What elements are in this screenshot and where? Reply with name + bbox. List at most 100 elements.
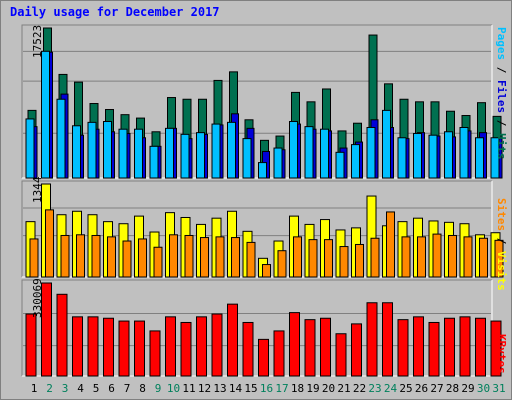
legend-sites: Sites <box>495 198 508 232</box>
pages-bar-6 <box>103 121 112 179</box>
sites-bar-23 <box>370 237 380 278</box>
pages-bar-27 <box>428 134 438 179</box>
sites-bar-16 <box>262 264 271 278</box>
day-label-7: 7 <box>124 382 131 395</box>
kbytes-bar-15 <box>242 321 254 377</box>
pages-bar-31 <box>490 137 500 179</box>
pages-bar-3 <box>56 98 66 179</box>
sites-bar-15 <box>246 241 256 278</box>
day-label-22: 22 <box>353 382 366 395</box>
sites-bar-20 <box>324 239 333 278</box>
kbytes-bar-18 <box>289 312 300 377</box>
pages-bar-30 <box>475 137 484 179</box>
pages-bar-7 <box>118 128 128 179</box>
pages-bar-17 <box>273 147 283 179</box>
kbytes-bar-31 <box>490 320 502 377</box>
sites-bar-8 <box>138 238 147 278</box>
kbytes-bar-9 <box>149 330 161 377</box>
ymax-label-middle: 1344 <box>31 176 44 204</box>
sites-bar-10 <box>169 234 178 278</box>
day-label-6: 6 <box>108 382 115 395</box>
kbytes-bar-30 <box>475 317 486 377</box>
kbytes-bar-19 <box>304 319 316 377</box>
pages-bar-23 <box>366 126 376 179</box>
kbytes-bar-29 <box>459 316 471 377</box>
ymax-label-top: 17523 <box>31 24 44 58</box>
sites-bar-13 <box>215 236 225 278</box>
pages-bar-24 <box>382 109 391 179</box>
sites-bar-4 <box>76 234 85 278</box>
sites-bar-14 <box>231 237 240 278</box>
day-label-26: 26 <box>415 382 428 395</box>
pages-bar-12 <box>196 132 205 179</box>
kbytes-bar-27 <box>428 321 440 377</box>
kbytes-bar-26 <box>413 316 424 377</box>
kbytes-bar-14 <box>227 303 238 377</box>
sites-bar-19 <box>308 239 318 278</box>
day-label-5: 5 <box>93 382 100 395</box>
day-label-30: 30 <box>477 382 490 395</box>
pages-bar-22 <box>351 144 360 179</box>
legend-visits: Visits <box>495 251 508 291</box>
day-label-23: 23 <box>368 382 381 395</box>
pages-bar-26 <box>413 132 422 179</box>
day-label-27: 27 <box>430 382 443 395</box>
legend-hits: Hits <box>495 133 508 160</box>
sites-bar-2 <box>45 209 54 278</box>
sites-bar-28 <box>448 234 457 278</box>
day-label-18: 18 <box>291 382 304 395</box>
day-label-17: 17 <box>275 382 288 395</box>
day-label-12: 12 <box>198 382 211 395</box>
day-label-21: 21 <box>337 382 350 395</box>
day-label-16: 16 <box>260 382 273 395</box>
kbytes-bar-21 <box>335 333 347 377</box>
day-label-14: 14 <box>229 382 243 395</box>
kbytes-bar-2 <box>41 282 52 377</box>
day-label-3: 3 <box>62 382 69 395</box>
legend-kbytes: KBytes <box>495 334 508 374</box>
sites-bar-1 <box>29 238 39 278</box>
sites-bar-24 <box>386 211 395 278</box>
day-label-29: 29 <box>461 382 474 395</box>
kbytes-bar-24 <box>382 302 393 377</box>
legend-bottom: KBytes <box>495 334 508 374</box>
ymax-label-bottom: 330069 <box>31 278 44 318</box>
sites-bar-31 <box>494 239 504 278</box>
sites-bar-25 <box>401 236 411 278</box>
legend-pages: Pages <box>495 27 508 61</box>
sites-bar-11 <box>184 234 194 278</box>
pages-bar-16 <box>258 162 267 179</box>
pages-bar-21 <box>335 151 345 179</box>
pages-bar-29 <box>459 126 469 179</box>
day-label-11: 11 <box>182 382 195 395</box>
pages-bar-15 <box>242 138 252 179</box>
chart-title: Daily usage for December 2017 <box>10 5 220 19</box>
pages-bar-20 <box>320 128 329 179</box>
kbytes-bar-6 <box>103 317 114 377</box>
kbytes-bar-16 <box>258 338 269 377</box>
day-label-9: 9 <box>155 382 162 395</box>
sites-bar-21 <box>339 246 349 278</box>
sites-bar-3 <box>60 234 70 278</box>
kbytes-bar-23 <box>366 302 378 377</box>
kbytes-bar-17 <box>273 330 285 377</box>
pages-bar-10 <box>165 127 174 179</box>
sites-bar-22 <box>355 243 364 278</box>
day-label-10: 10 <box>167 382 180 395</box>
kbytes-bar-20 <box>320 317 331 377</box>
sites-bar-30 <box>479 237 488 278</box>
panel-2-border-dark <box>21 279 492 376</box>
pages-bar-5 <box>87 121 97 179</box>
sites-bar-18 <box>293 236 302 278</box>
sites-bar-12 <box>200 237 209 278</box>
pages-bar-14 <box>227 121 236 179</box>
kbytes-bar-13 <box>211 313 223 377</box>
day-label-24: 24 <box>384 382 398 395</box>
day-label-28: 28 <box>446 382 459 395</box>
pages-bar-9 <box>149 145 159 179</box>
legend-files: Files <box>495 80 508 114</box>
pages-bar-18 <box>289 121 298 179</box>
sites-bar-9 <box>153 246 163 278</box>
day-label-13: 13 <box>213 382 226 395</box>
